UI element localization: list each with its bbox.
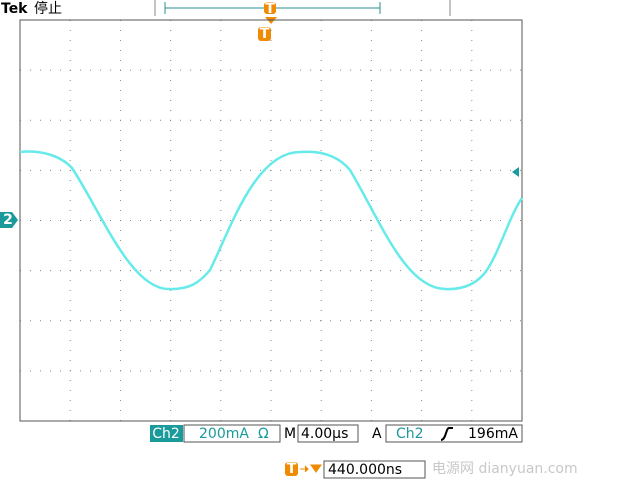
channel-box — [150, 425, 183, 442]
channel-marker-label: 2 — [3, 212, 13, 228]
timebase: 4.00µs — [301, 426, 348, 442]
scale: 200mA — [199, 426, 249, 442]
offset-arrow — [300, 464, 322, 473]
unit-symbol: Ω — [258, 426, 269, 442]
timebase-box — [297, 424, 359, 443]
offset-box — [323, 460, 426, 479]
timebase-prefix: M — [284, 426, 296, 442]
status: 停止 — [34, 0, 62, 17]
waveform — [19, 150, 524, 291]
trigger-mode: A — [372, 426, 382, 442]
graticule-border — [19, 19, 523, 422]
trigger-position-icon — [258, 27, 271, 41]
brand: Tek — [1, 1, 28, 17]
channel-marker — [0, 212, 18, 228]
trigger-top-icon — [264, 2, 276, 14]
channel-label: Ch2 — [152, 426, 180, 442]
trigger-box — [385, 424, 523, 443]
watermark: 电源网 dianyuan.com — [432, 461, 578, 477]
graticule — [20, 20, 522, 421]
trigger-top-label: T — [265, 1, 275, 17]
trigger-level: 196mA — [468, 426, 518, 442]
trigger-offset-icon — [285, 462, 298, 476]
trigger-level-marker — [512, 167, 519, 177]
trigger-source: Ch2 — [396, 426, 424, 442]
trigger-position-label: T — [260, 26, 270, 42]
trigger-offset: 440.000ns — [328, 462, 402, 478]
trigger-offset-label: T — [287, 461, 297, 477]
scale-box — [183, 424, 281, 443]
trigger-slope — [440, 427, 453, 441]
